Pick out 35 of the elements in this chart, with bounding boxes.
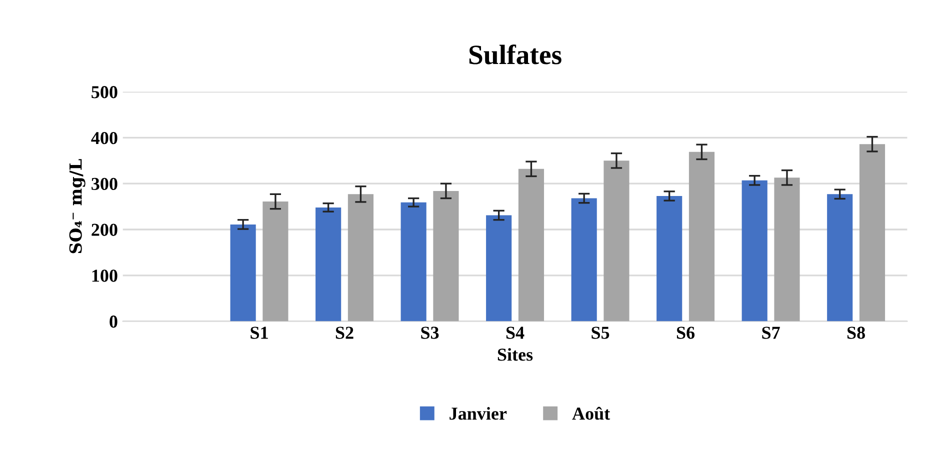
bar xyxy=(774,178,800,322)
bar xyxy=(742,180,768,322)
bar xyxy=(230,224,256,322)
bar xyxy=(604,160,630,322)
x-tick-label: S8 xyxy=(847,326,865,339)
y-tick-label: 400 xyxy=(91,132,118,144)
bar xyxy=(656,196,682,322)
y-axis-title: SO₄⁻ mg/L xyxy=(69,159,86,254)
y-tick-label: 500 xyxy=(92,86,118,98)
x-tick-label: S7 xyxy=(762,326,780,339)
bar xyxy=(859,144,886,322)
bar xyxy=(348,194,374,322)
chart-title: Sulfates xyxy=(469,44,562,64)
legend-label: Août xyxy=(572,406,610,420)
x-tick-label: S5 xyxy=(592,326,610,339)
x-tick-label: S3 xyxy=(421,326,439,339)
y-tick-label: 0 xyxy=(110,316,118,328)
x-axis-title: Sites xyxy=(498,348,533,361)
bar xyxy=(262,202,288,322)
bar xyxy=(433,190,459,322)
bar xyxy=(486,215,512,322)
bar xyxy=(688,152,715,322)
bar xyxy=(316,207,342,322)
bar xyxy=(518,168,544,322)
legend-label: Janvier xyxy=(450,407,507,420)
x-tick-label: S4 xyxy=(506,326,524,339)
bar xyxy=(827,194,853,322)
y-tick-label: 300 xyxy=(92,178,118,190)
bar xyxy=(571,198,597,322)
x-tick-label: S2 xyxy=(336,326,354,339)
y-tick-label: 200 xyxy=(92,224,118,236)
x-tick-label: S6 xyxy=(676,326,695,339)
x-tick-label: S1 xyxy=(250,326,268,339)
y-tick-label: 100 xyxy=(92,270,118,282)
bar xyxy=(400,202,426,322)
